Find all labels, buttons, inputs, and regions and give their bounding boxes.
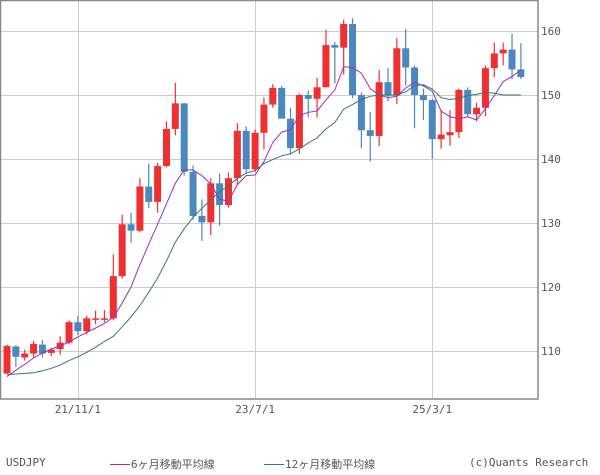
legend-item-ma12: 12ヶ月移動平均線 xyxy=(264,456,375,472)
candle xyxy=(517,43,525,79)
ma6-swatch-icon xyxy=(110,463,130,465)
candle xyxy=(375,70,383,147)
x-tick-label: 25/3/1 xyxy=(412,403,452,416)
y-tick-label: 120 xyxy=(541,281,561,294)
candle xyxy=(136,178,144,232)
candle xyxy=(171,82,179,136)
y-tick-label: 130 xyxy=(541,217,561,230)
candle xyxy=(411,65,419,129)
legend-title-text: USDJPY xyxy=(6,456,46,469)
candles xyxy=(3,18,525,375)
candle xyxy=(100,310,108,323)
candlestick-chart: 110 120 130 140 150 160 21/11/1 23/7/1 25/3/1 xyxy=(0,0,561,416)
legend: USDJPY 6ヶ月移動平均線 12ヶ月移動平均線 (c)Quants Rese… xyxy=(0,456,600,474)
candle xyxy=(366,112,374,162)
y-tick-label: 150 xyxy=(541,89,561,102)
x-tick-label: 23/7/1 xyxy=(235,403,275,416)
candle xyxy=(21,349,29,361)
candle xyxy=(464,87,472,117)
candle xyxy=(207,178,215,236)
candle xyxy=(295,93,303,154)
candle xyxy=(251,129,259,172)
candle xyxy=(490,42,498,78)
candle xyxy=(278,86,286,119)
candle xyxy=(109,254,117,321)
y-tick-label: 110 xyxy=(541,345,561,358)
candle xyxy=(30,340,38,358)
grid-lines xyxy=(1,1,538,399)
candle xyxy=(402,29,410,86)
candle xyxy=(92,310,100,325)
candle xyxy=(3,344,11,375)
candle xyxy=(349,18,357,99)
candle xyxy=(269,84,277,108)
candle xyxy=(83,315,91,335)
candle xyxy=(287,107,295,155)
candle xyxy=(154,162,162,213)
ma12-line xyxy=(6,84,521,376)
candle xyxy=(180,103,188,176)
ma6-line xyxy=(6,66,522,378)
legend-ma12-label: 12ヶ月移動平均線 xyxy=(285,458,376,471)
legend-ma6-label: 6ヶ月移動平均線 xyxy=(131,458,215,471)
candle xyxy=(162,121,170,168)
candle xyxy=(331,41,339,84)
candle xyxy=(322,29,330,88)
copyright-text: (c)Quants Research xyxy=(469,456,589,469)
legend-title: USDJPY xyxy=(6,456,46,469)
candle xyxy=(225,172,232,208)
candle xyxy=(127,212,135,243)
ma12-swatch-icon xyxy=(264,463,284,465)
copyright: (c)Quants Research xyxy=(469,456,588,469)
candle xyxy=(473,102,481,122)
candle xyxy=(12,345,20,367)
candle xyxy=(198,199,206,241)
candle xyxy=(340,19,348,75)
candle xyxy=(455,88,463,138)
candle xyxy=(419,88,427,120)
candle xyxy=(189,165,197,220)
candle xyxy=(508,33,516,79)
candle xyxy=(242,126,250,174)
axis-labels: 110 120 130 140 150 160 21/11/1 23/7/1 25/3/1 xyxy=(55,25,561,416)
candle xyxy=(38,340,46,358)
candle xyxy=(260,97,268,150)
plot-frame xyxy=(0,0,539,400)
moving-average-lines xyxy=(6,66,522,378)
candle xyxy=(65,320,73,344)
candle xyxy=(393,38,401,104)
candle xyxy=(357,92,365,149)
candle xyxy=(428,98,436,159)
candle xyxy=(384,68,392,102)
y-tick-label: 160 xyxy=(541,25,561,38)
candle xyxy=(233,123,241,186)
candle xyxy=(437,110,445,149)
y-tick-label: 140 xyxy=(541,153,561,166)
candle xyxy=(304,90,312,118)
legend-item-ma6: 6ヶ月移動平均線 xyxy=(110,456,215,472)
candle xyxy=(118,214,126,279)
candle xyxy=(74,315,82,335)
candle xyxy=(499,42,507,66)
x-tick-label: 21/11/1 xyxy=(55,403,101,416)
candle xyxy=(145,163,153,209)
